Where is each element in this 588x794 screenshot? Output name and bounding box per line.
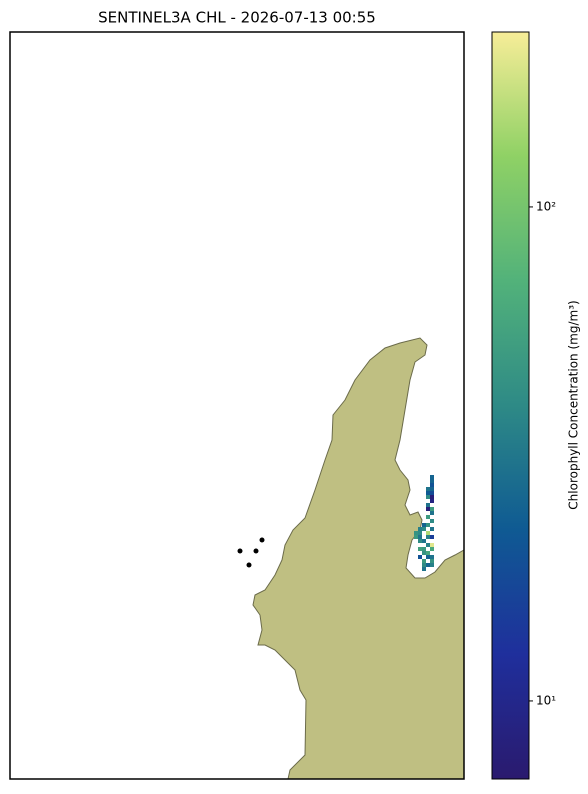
chl-cell [422,567,426,571]
map-frame [9,31,465,780]
colorbar-tick-label: 10¹ [536,693,556,707]
chl-cell [430,479,434,483]
chl-cell [426,563,430,567]
chl-cell [426,487,430,491]
chl-cell [430,483,434,487]
chl-cell [422,527,426,531]
colorbar-tick-label: 10² [536,199,556,213]
chl-cell [430,487,434,491]
chl-cell [426,495,430,499]
chl-cell [418,535,422,539]
chl-cell [426,503,430,507]
chl-cell [430,543,434,547]
chl-cell [426,523,430,527]
land [252,337,465,780]
chl-cell [426,535,430,539]
station [246,562,252,568]
chl-cell [422,551,426,555]
chl-cell [430,507,434,511]
chl-cell [430,511,434,515]
chl-cell [422,547,426,551]
colorbar-label: Chlorophyll Concentration (mg/m³) [567,300,581,509]
chl-cell [418,527,422,531]
chl-cell [430,499,434,503]
chl-cell [426,507,430,511]
chl-cell [426,551,430,555]
map-title: SENTINEL3A CHL - 2026-07-13 00:55 [98,9,376,27]
colorbar [491,31,530,780]
chl-cell [426,491,430,495]
chl-cell [422,563,426,567]
chl-cell [418,531,422,535]
chl-cell [422,523,426,527]
chl-cell [430,559,434,563]
chl-cell [418,555,422,559]
chl-cell [430,495,434,499]
chl-cell [426,531,430,535]
chl-cell [430,563,434,567]
chl-cell [414,531,418,535]
chl-cell [430,555,434,559]
chl-cell [430,535,434,539]
chl-cell [426,555,430,559]
chl-cell [414,535,418,539]
station [259,537,265,543]
chl-cell [418,547,422,551]
chl-cell [430,491,434,495]
chl-cell [422,559,426,563]
data-cells [414,475,434,571]
chl-cell [430,547,434,551]
chl-cell [426,543,430,547]
chl-cell [418,539,422,543]
chl-cell [422,539,426,543]
station [237,548,243,554]
station [253,548,259,554]
chl-cell [430,519,434,523]
chl-cell [430,527,434,531]
chl-cell [426,515,430,519]
chl-cell [430,475,434,479]
